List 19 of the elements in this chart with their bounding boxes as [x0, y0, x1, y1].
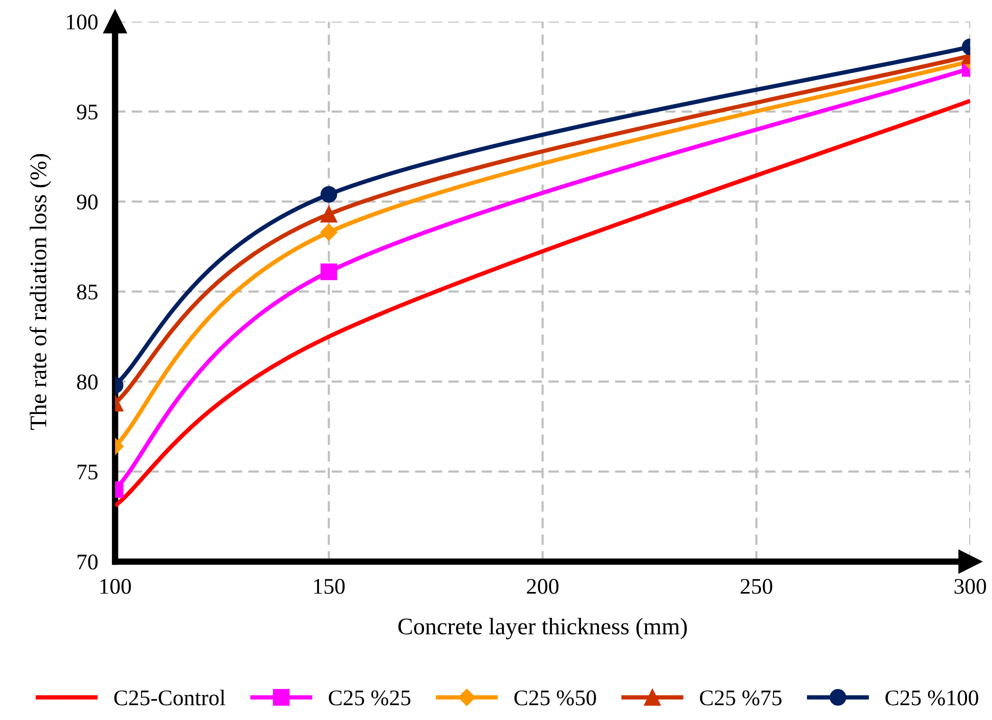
y-tick-label: 90 [76, 194, 98, 210]
legend-label: C25 %75 [700, 690, 782, 706]
legend-label: C25-Control [114, 690, 226, 706]
y-tick-label: 70 [78, 554, 98, 570]
y-tick-label: 100 [67, 14, 98, 30]
x-tick-label: 100 [100, 578, 131, 594]
x-tick-label: 250 [740, 578, 772, 594]
y-tick-label: 85 [77, 284, 98, 300]
y-tick-label: 95 [76, 104, 98, 120]
x-tick-label: 200 [526, 578, 558, 594]
legend-label: C25 %100 [886, 690, 978, 706]
y-tick-label: 75 [78, 464, 98, 480]
x-tick-label: 300 [954, 578, 986, 594]
x-tick-label: 150 [314, 578, 345, 594]
y-axis-title: The rate of radiation loss (%) [30, 154, 52, 430]
y-tick-label: 80 [77, 374, 98, 390]
x-axis-title: Concrete layer thickness (mm) [398, 618, 687, 640]
legend-label: C25 %25 [328, 690, 410, 706]
legend-label: C25 %50 [514, 690, 596, 706]
